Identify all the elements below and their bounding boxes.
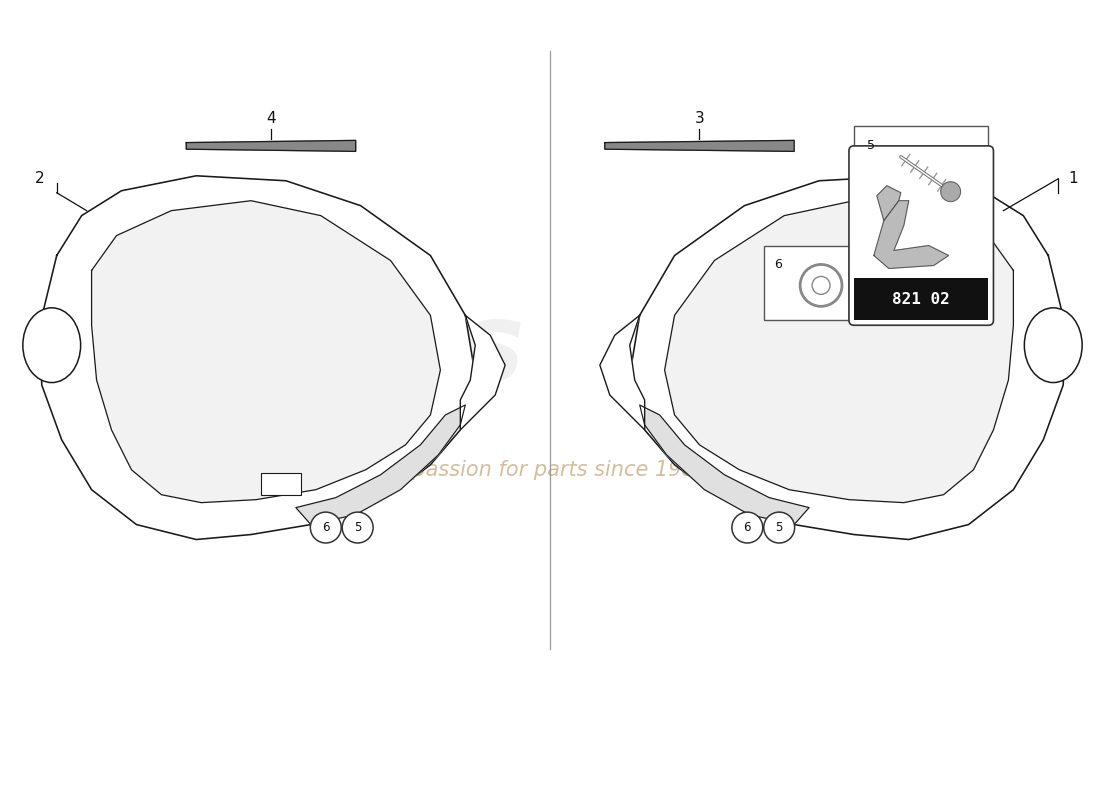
Circle shape <box>812 277 830 294</box>
Text: 5: 5 <box>776 521 783 534</box>
Polygon shape <box>40 176 475 539</box>
FancyBboxPatch shape <box>764 246 849 320</box>
Circle shape <box>732 512 762 543</box>
Ellipse shape <box>1024 308 1082 382</box>
Text: 6: 6 <box>774 258 782 271</box>
Polygon shape <box>605 141 794 151</box>
Text: 6: 6 <box>744 521 751 534</box>
Circle shape <box>800 265 842 306</box>
Polygon shape <box>186 141 355 151</box>
Text: 2: 2 <box>35 171 45 186</box>
FancyBboxPatch shape <box>854 126 989 221</box>
Polygon shape <box>91 201 440 502</box>
Polygon shape <box>873 201 948 269</box>
Bar <box>854 278 989 320</box>
Polygon shape <box>664 201 1013 502</box>
Circle shape <box>310 512 341 543</box>
Polygon shape <box>296 405 465 525</box>
Polygon shape <box>600 315 645 430</box>
Text: 4: 4 <box>266 111 276 126</box>
Text: 5: 5 <box>867 139 875 152</box>
Circle shape <box>342 512 373 543</box>
FancyBboxPatch shape <box>261 473 301 494</box>
Polygon shape <box>460 315 505 430</box>
Text: 3: 3 <box>694 111 704 126</box>
Text: 821 02: 821 02 <box>892 292 950 307</box>
Text: 6: 6 <box>322 521 330 534</box>
FancyBboxPatch shape <box>849 146 993 326</box>
Circle shape <box>940 182 960 202</box>
Text: 5: 5 <box>354 521 362 534</box>
Text: euros  ortes: euros ortes <box>173 297 927 404</box>
Circle shape <box>763 512 794 543</box>
Text: 1: 1 <box>1068 171 1078 186</box>
Polygon shape <box>877 186 901 221</box>
Polygon shape <box>640 405 810 525</box>
Text: a passion for parts since 1985: a passion for parts since 1985 <box>393 460 707 480</box>
Polygon shape <box>629 176 1065 539</box>
Ellipse shape <box>23 308 80 382</box>
